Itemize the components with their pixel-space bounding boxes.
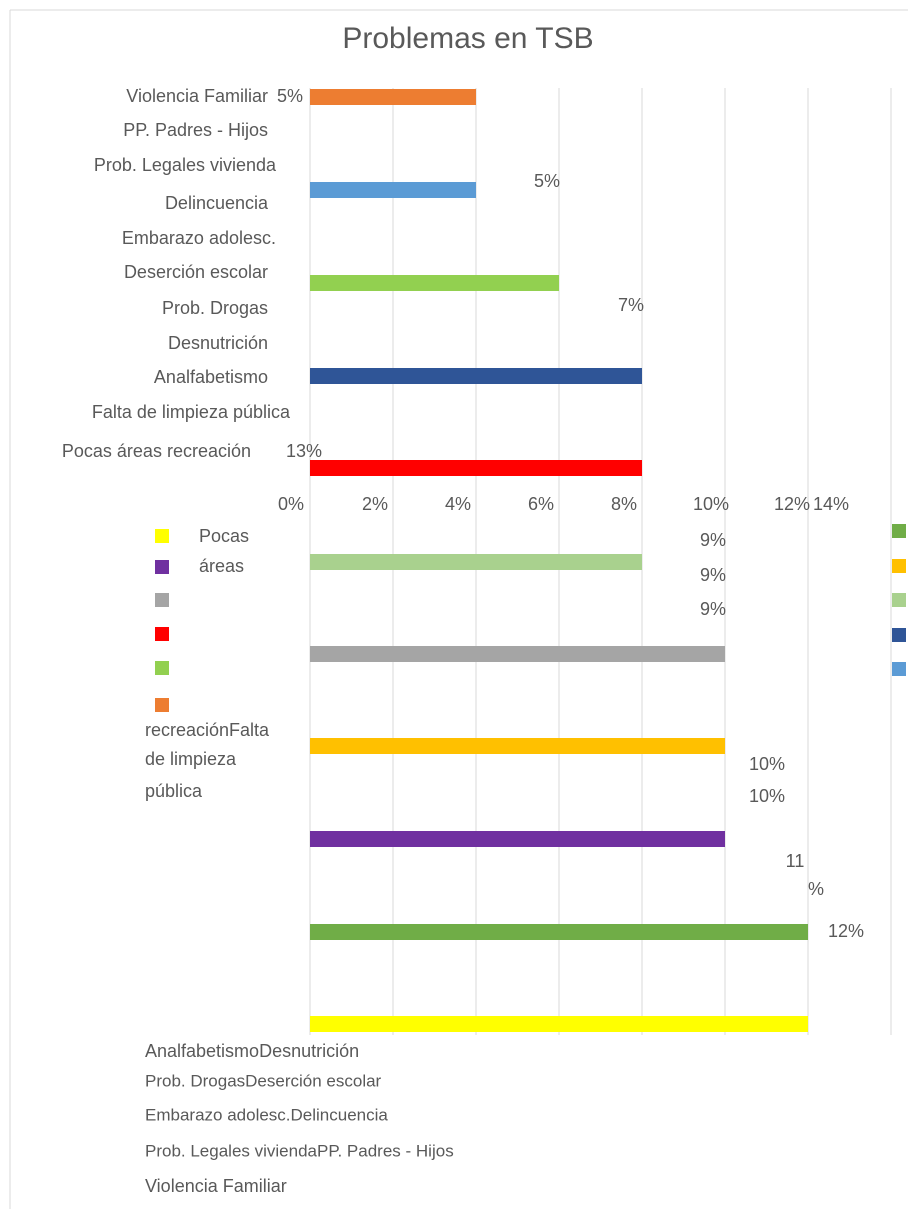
legend-swatch [155,698,169,712]
bar [310,368,642,384]
bar [310,182,476,198]
annotation: 9% [700,599,726,619]
annotation: 13% [286,441,322,461]
legend-label: Embarazo adolesc.Delincuencia [145,1105,388,1124]
legend-swatch [155,529,169,543]
legend-swatch [155,661,169,675]
category-label: Desnutrición [168,333,268,353]
bar [310,89,476,105]
legend-swatch [892,593,906,607]
x-tick-label: 8% [611,494,637,514]
legend-label: AnalfabetismoDesnutrición [145,1041,359,1061]
x-tick-label: 14% [813,494,849,514]
annotation: 11 [786,851,805,871]
legend-swatch [892,559,906,573]
legend-label: recreaciónFalta [145,720,270,740]
category-label: Analfabetismo [154,367,268,387]
legend-label: Pocas [199,526,249,546]
category-label: Violencia Familiar [126,86,268,106]
x-tick-label: 6% [528,494,554,514]
legend-label: Violencia Familiar [145,1176,287,1196]
bar [310,646,725,662]
legend-label: pública [145,781,203,801]
x-tick-label: 12% [774,494,810,514]
annotation: 9% [700,530,726,550]
bar [310,460,642,476]
annotation: % [808,879,824,899]
x-tick-label: 0% [278,494,304,514]
category-label: Embarazo adolesc. [122,228,276,248]
legend-swatch [155,593,169,607]
annotation: 5% [534,171,560,191]
annotation: 7% [618,295,644,315]
annotation: 10% [749,786,785,806]
bar [310,554,642,570]
annotation: 10% [749,754,785,774]
annotation: 5% [277,86,303,106]
bar [310,275,559,291]
x-tick-label: 4% [445,494,471,514]
annotation: 12% [828,921,864,941]
category-label: Prob. Legales vivienda [94,155,277,175]
legend-swatch [892,524,906,538]
legend-swatch [892,628,906,642]
category-label: Pocas áreas recreación [62,441,251,461]
legend-label: áreas [199,556,244,576]
x-tick-label: 10% [693,494,729,514]
category-label: Prob. Drogas [162,298,268,318]
bar [310,738,725,754]
category-label: Falta de limpieza pública [92,402,291,422]
legend-swatch [155,560,169,574]
legend-label: de limpieza [145,749,237,769]
category-label: Deserción escolar [124,262,268,282]
category-label: Delincuencia [165,193,269,213]
chart-title: Problemas en TSB [342,22,593,55]
annotation: 9% [700,565,726,585]
legend-label: Prob. Legales viviendaPP. Padres - Hijos [145,1141,454,1160]
bar [310,831,725,847]
bar [310,924,808,940]
legend-swatch [155,627,169,641]
category-label: PP. Padres - Hijos [123,120,268,140]
x-tick-label: 2% [362,494,388,514]
legend-label: Prob. DrogasDeserción escolar [145,1071,382,1090]
bar [310,1016,808,1032]
legend-swatch [892,662,906,676]
